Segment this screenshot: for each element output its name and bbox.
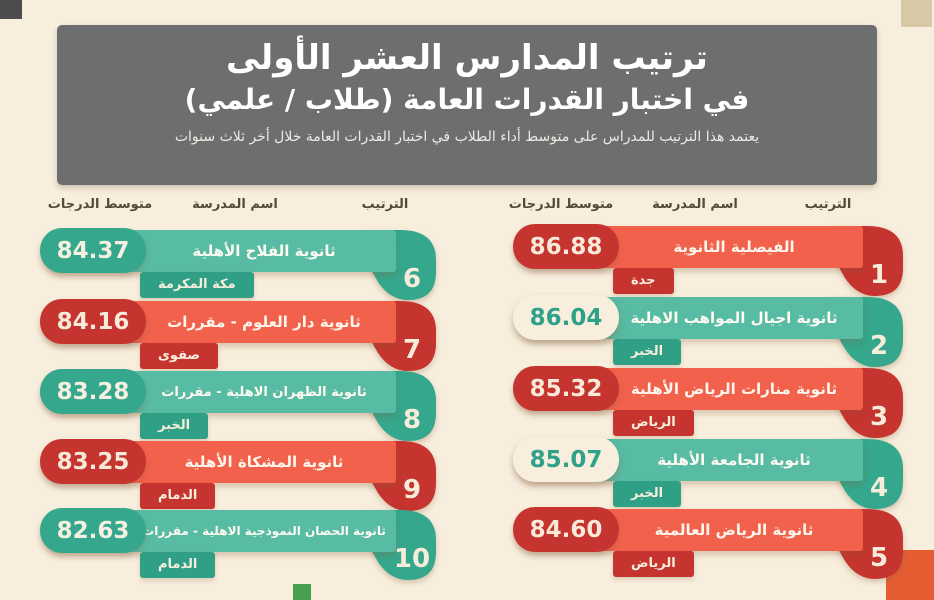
corner-square-bottom-center (293, 584, 311, 600)
score-value: 86.88 (529, 233, 603, 260)
corner-square-top-right (901, 0, 932, 27)
column-header-score: متوسط الدرجات (47, 197, 153, 212)
score-value: 86.04 (529, 304, 603, 331)
city-label: الخبر (140, 413, 209, 439)
city-label: الخبر (613, 481, 682, 507)
ranking-row-10: 10 ثانوية الحصان النموذجية الاهلية - مقر… (40, 508, 438, 582)
city-label: الرياض (613, 551, 694, 577)
school-name: ثانوية منارات الرياض الأهلية (630, 380, 838, 398)
corner-square-top-left (0, 0, 22, 19)
rank-number: 6 (402, 264, 422, 294)
score-capsule: 83.25 (40, 439, 146, 484)
score-value: 82.63 (56, 517, 130, 544)
city-label: صفوى (140, 343, 218, 369)
column-header-school: اسم المدرسة (192, 197, 278, 212)
school-name: ثانوية اجيال المواهب الاهلية (630, 309, 838, 327)
score-capsule: 86.88 (513, 224, 619, 269)
score-capsule: 85.07 (513, 437, 619, 482)
score-capsule: 84.37 (40, 228, 146, 273)
rank-number: 9 (402, 475, 422, 505)
school-name: ثانوية الفلاح الأهلية (192, 242, 336, 260)
score-value: 84.16 (56, 308, 130, 335)
rank-number: 5 (869, 543, 889, 573)
city-label: مكة المكرمة (140, 272, 254, 298)
page-title-line2: في اختبار القدرات العامة (طلاب / علمي) (184, 83, 750, 116)
rank-number: 4 (869, 473, 889, 503)
score-capsule: 84.60 (513, 507, 619, 552)
rank-number: 7 (402, 335, 422, 365)
score-capsule: 86.04 (513, 295, 619, 340)
school-name: ثانوية دار العلوم - مقررات (167, 313, 361, 331)
column-header-school: اسم المدرسة (652, 197, 738, 212)
ranking-row-2: 2 ثانوية اجيال المواهب الاهلية 86.04 الخ… (513, 295, 905, 369)
school-name: الفيصلية الثانوية (673, 238, 795, 256)
score-value: 85.32 (529, 375, 603, 402)
rank-number: 10 (393, 544, 431, 574)
score-capsule: 84.16 (40, 299, 146, 344)
school-name: ثانوية المشكاة الأهلية (184, 453, 344, 471)
score-value: 83.28 (56, 378, 130, 405)
school-name: ثانوية الحصان النموذجية الاهلية - مقررات (142, 524, 386, 538)
ranking-row-6: 6 ثانوية الفلاح الأهلية 84.37 مكة المكرم… (40, 228, 438, 302)
column-header-score: متوسط الدرجات (508, 197, 614, 212)
score-value: 84.60 (529, 516, 603, 543)
title-panel: ترتيب المدارس العشر الأولى في اختبار الق… (57, 25, 877, 185)
score-capsule: 85.32 (513, 366, 619, 411)
ranking-row-9: 9 ثانوية المشكاة الأهلية 83.25 الدمام (40, 439, 438, 513)
rank-number: 1 (869, 260, 889, 290)
ranking-row-7: 7 ثانوية دار العلوم - مقررات 84.16 صفوى (40, 299, 438, 373)
ranking-row-1: 1 الفيصلية الثانوية 86.88 جدة (513, 224, 905, 298)
ranking-row-5: 5 ثانوية الرياض العالمية 84.60 الرياض (513, 507, 905, 581)
score-value: 83.25 (56, 448, 130, 475)
column-header-rank: الترتيب (361, 197, 409, 212)
score-value: 84.37 (56, 237, 130, 264)
rank-number: 8 (402, 405, 422, 435)
city-label: الدمام (140, 483, 216, 509)
score-capsule: 82.63 (40, 508, 146, 553)
ranking-column-1-5: الترتيب اسم المدرسة متوسط الدرجات 1 الفي… (509, 0, 905, 600)
ranking-column-6-10: الترتيب اسم المدرسة متوسط الدرجات 6 ثانو… (40, 0, 438, 600)
ranking-row-3: 3 ثانوية منارات الرياض الأهلية 85.32 الر… (513, 366, 905, 440)
city-label: الرياض (613, 410, 694, 436)
city-label: الخبر (613, 339, 682, 365)
rank-number: 3 (869, 402, 889, 432)
rank-number: 2 (869, 331, 889, 361)
school-name: ثانوية الجامعة الأهلية (657, 451, 811, 469)
score-value: 85.07 (529, 446, 603, 473)
score-capsule: 83.28 (40, 369, 146, 414)
school-name: ثانوية الظهران الاهلية - مقررات (161, 384, 367, 400)
page-title-line1: ترتيب المدارس العشر الأولى (226, 38, 708, 78)
page-subtitle: يعتمد هذا الترتيب للمدراس على متوسط أداء… (174, 129, 760, 145)
ranking-row-4: 4 ثانوية الجامعة الأهلية 85.07 الخبر (513, 437, 905, 511)
column-header-rank: الترتيب (804, 197, 852, 212)
ranking-row-8: 8 ثانوية الظهران الاهلية - مقررات 83.28 … (40, 369, 438, 443)
city-label: جدة (613, 268, 674, 294)
school-name: ثانوية الرياض العالمية (654, 521, 814, 539)
city-label: الدمام (140, 552, 216, 578)
